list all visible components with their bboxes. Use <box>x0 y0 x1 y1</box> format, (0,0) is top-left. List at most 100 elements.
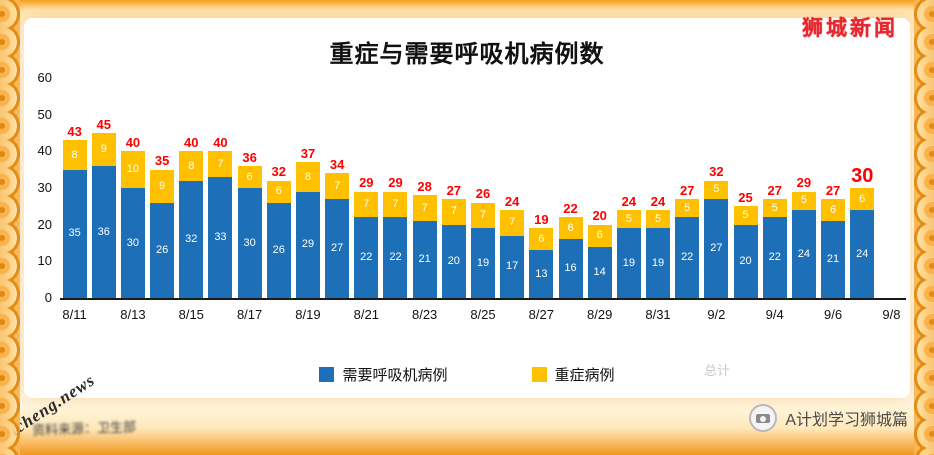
bar-9/7: 30 6 24 <box>848 78 877 298</box>
severe-segment: 8 <box>179 151 204 181</box>
ventilator-segment: 35 <box>62 169 87 298</box>
scroll-edge-right-decoration <box>914 0 934 455</box>
severe-segment: 5 <box>762 199 787 218</box>
x-tick-label <box>381 307 410 322</box>
bar-8/11: 43 8 35 <box>60 78 89 298</box>
total-label: 29 <box>796 175 812 191</box>
x-tick-label <box>89 307 118 322</box>
severe-segment: 6 <box>850 188 875 210</box>
total-label: 29 <box>388 175 403 191</box>
severe-segment: 7 <box>208 151 233 177</box>
ventilator-segment: 19 <box>616 228 641 298</box>
ventilator-segment: 19 <box>646 228 671 298</box>
x-tick-label: 8/31 <box>645 307 671 322</box>
ventilator-segment: 24 <box>850 210 875 298</box>
x-tick-label: 9/4 <box>765 307 784 322</box>
total-label: 34 <box>329 157 345 173</box>
bar-8/30: 24 5 19 <box>614 78 643 298</box>
total-label: 19 <box>534 212 549 228</box>
ventilator-segment: 29 <box>295 191 320 298</box>
bar-8/29: 20 6 14 <box>585 78 614 298</box>
total-label: 37 <box>300 146 316 162</box>
x-tick-label: 9/8 <box>882 307 901 322</box>
x-tick-label <box>148 307 177 322</box>
total-label: 43 <box>67 124 82 140</box>
severe-segment: 6 <box>558 217 583 240</box>
ventilator-segment: 30 <box>120 188 145 298</box>
empty-slot <box>877 78 906 298</box>
x-tick-label: 9/6 <box>824 307 843 322</box>
severe-segment: 8 <box>295 162 320 192</box>
total-label: 20 <box>592 208 607 224</box>
brand-logo: 狮城新闻 <box>802 16 898 40</box>
legend-label-ventilator: 需要呼吸机病例 <box>342 367 448 384</box>
ventilator-swatch <box>319 367 335 382</box>
x-tick-label: 8/25 <box>470 307 496 322</box>
bar-8/19: 37 8 29 <box>293 78 322 298</box>
ventilator-segment: 22 <box>383 217 408 298</box>
bar-8/31: 24 5 19 <box>643 78 672 298</box>
bar-9/3: 25 5 20 <box>731 78 760 298</box>
ventilator-segment: 22 <box>675 217 700 298</box>
total-label: 24 <box>650 193 666 209</box>
x-tick-label <box>848 307 877 322</box>
severe-segment: 5 <box>616 210 641 229</box>
ventilator-segment: 13 <box>529 250 554 298</box>
severe-segment: 9 <box>150 169 175 203</box>
x-tick-label: 8/19 <box>295 307 321 322</box>
x-tick-label: 8/17 <box>236 307 263 322</box>
y-tick-label: 60 <box>37 70 52 85</box>
x-tick-label: 8/15 <box>178 307 204 322</box>
x-tick-label <box>556 307 585 322</box>
account-name: A计划学习狮城篇 <box>785 412 908 429</box>
ventilator-segment: 21 <box>412 221 437 298</box>
x-tick-label: 8/27 <box>528 307 554 322</box>
x-axis: 8/11 8/13 8/15 8/17 8/19 8/21 8/23 8/25 8/27 8/29… <box>60 298 906 322</box>
bar-9/5: 29 5 24 <box>789 78 818 298</box>
bar-8/28: 22 6 16 <box>556 78 585 298</box>
severe-segment: 6 <box>587 224 612 247</box>
y-tick-label: 10 <box>37 253 52 269</box>
y-tick-label: 30 <box>37 180 52 195</box>
ventilator-segment: 27 <box>325 199 350 298</box>
bars-container: 43 8 35 45 9 36 40 10 30 35 9 26 40 8 32 40 7 33 36 6 30 32 6 2… <box>60 78 906 298</box>
bar-8/15: 40 8 32 <box>177 78 206 298</box>
severe-segment: 5 <box>733 206 758 225</box>
bar-8/25: 26 7 19 <box>468 78 497 298</box>
x-tick-label: 8/29 <box>587 307 613 322</box>
total-label: 27 <box>825 182 841 198</box>
camera-icon <box>749 404 778 432</box>
x-tick-label: 9/2 <box>707 307 726 322</box>
severe-segment: 10 <box>120 151 145 188</box>
bar-8/17: 36 6 30 <box>235 78 264 298</box>
severe-segment: 7 <box>325 173 350 199</box>
total-label: 30 <box>851 165 874 187</box>
ventilator-segment: 30 <box>237 188 262 298</box>
bar-8/14: 35 9 26 <box>148 78 177 298</box>
ventilator-segment: 27 <box>704 199 729 298</box>
total-label: 22 <box>563 201 578 217</box>
total-label: 35 <box>154 153 170 169</box>
total-label: 36 <box>242 149 257 165</box>
x-tick-label: 8/13 <box>120 307 146 322</box>
bar-9/6: 27 6 21 <box>818 78 847 298</box>
ventilator-segment: 26 <box>150 202 175 298</box>
bar-8/27: 19 6 13 <box>527 78 556 298</box>
bar-8/23: 28 7 21 <box>410 78 439 298</box>
bar-9/2: 32 5 27 <box>702 78 731 298</box>
y-tick-label: 40 <box>37 143 52 159</box>
bar-8/22: 29 7 22 <box>381 78 410 298</box>
total-label: 26 <box>475 186 491 202</box>
ventilator-segment: 26 <box>266 202 291 298</box>
bar-8/18: 32 6 26 <box>264 78 293 298</box>
total-label: 45 <box>96 116 111 132</box>
total-label: 27 <box>446 182 462 198</box>
faint-total-watermark: 总计 <box>704 363 731 378</box>
severe-segment: 5 <box>675 199 700 218</box>
severe-swatch <box>531 367 547 382</box>
severe-segment: 5 <box>646 210 671 229</box>
total-label: 40 <box>213 135 228 151</box>
total-label: 28 <box>417 179 432 195</box>
legend-item-ventilator: 需要呼吸机病例 <box>319 364 448 385</box>
bar-8/12: 45 9 36 <box>89 78 118 298</box>
